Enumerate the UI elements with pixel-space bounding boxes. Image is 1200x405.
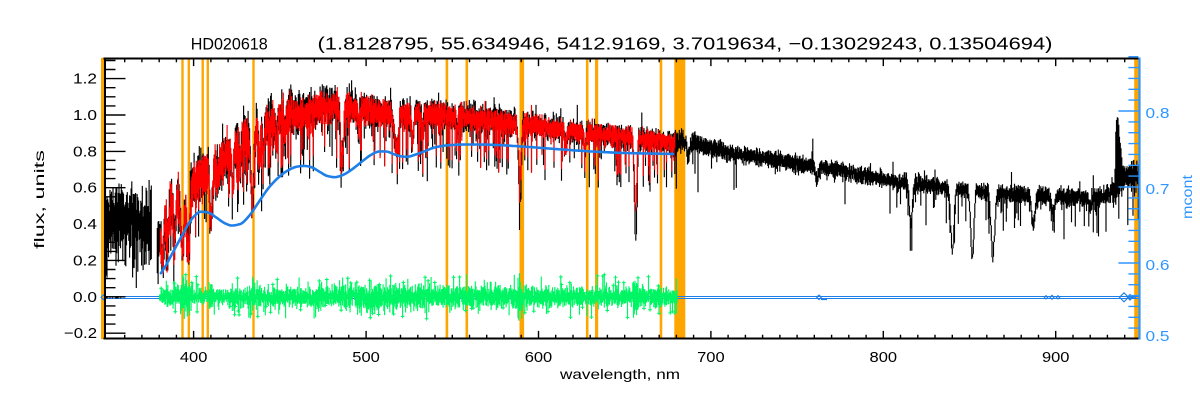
svg-text:flux, units: flux, units bbox=[31, 150, 47, 249]
svg-text:400: 400 bbox=[180, 350, 208, 366]
svg-text:mcont: mcont bbox=[1179, 175, 1195, 219]
svg-text:900: 900 bbox=[1042, 350, 1070, 366]
svg-text:1.0: 1.0 bbox=[73, 108, 97, 124]
svg-text:0.2: 0.2 bbox=[73, 253, 97, 269]
svg-text:600: 600 bbox=[525, 350, 553, 366]
svg-text:0.5: 0.5 bbox=[1146, 329, 1170, 345]
svg-text:0.6: 0.6 bbox=[1146, 258, 1170, 274]
svg-text:0.7: 0.7 bbox=[1146, 182, 1170, 198]
svg-text:500: 500 bbox=[352, 350, 380, 366]
svg-text:wavelength, nm: wavelength, nm bbox=[559, 366, 680, 382]
svg-text:700: 700 bbox=[697, 350, 725, 366]
svg-text:HD020618: HD020618 bbox=[191, 36, 268, 54]
svg-text:0.8: 0.8 bbox=[1146, 106, 1170, 122]
svg-text:0.4: 0.4 bbox=[73, 217, 97, 233]
svg-text:−0.2: −0.2 bbox=[64, 326, 97, 342]
svg-text:(1.8128795, 55.634946, 5412.91: (1.8128795, 55.634946, 5412.9169, 3.7019… bbox=[318, 34, 1053, 54]
svg-text:0.8: 0.8 bbox=[73, 144, 97, 160]
svg-text:1.2: 1.2 bbox=[73, 72, 97, 88]
svg-text:0.6: 0.6 bbox=[73, 181, 97, 197]
svg-text:800: 800 bbox=[870, 350, 898, 366]
svg-text:0.0: 0.0 bbox=[73, 290, 97, 306]
